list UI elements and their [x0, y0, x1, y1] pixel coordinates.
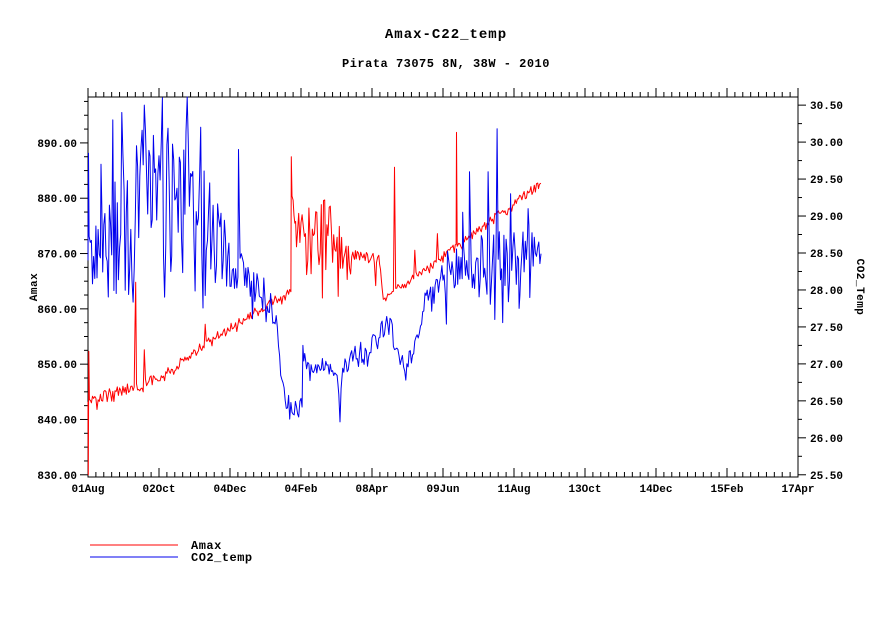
right-tick-label: 30.50 [810, 101, 843, 113]
right-tick-label: 26.50 [810, 397, 843, 409]
right-tick-label: 25.50 [810, 471, 843, 483]
x-tick-label: 01Aug [71, 484, 104, 496]
left-tick-label: 860.00 [37, 305, 77, 317]
x-tick-label: 11Aug [497, 484, 530, 496]
right-tick-label: 29.50 [810, 175, 843, 187]
x-tick-label: 08Apr [355, 484, 388, 496]
chart-subtitle: Pirata 73075 8N, 38W - 2010 [342, 57, 550, 71]
left-tick-label: 850.00 [37, 360, 77, 372]
right-tick-label: 29.00 [810, 212, 843, 224]
left-tick-label: 840.00 [37, 415, 77, 427]
x-tick-label: 02Oct [142, 484, 175, 496]
right-tick-label: 28.00 [810, 286, 843, 298]
co2_temp-series-line [87, 96, 542, 423]
right-tick-label: 30.00 [810, 138, 843, 150]
chart-title: Amax-C22_temp [385, 27, 507, 43]
axes: 01Aug 02Oct 04Dec 04Feb 08Apr 09Jun 11Aug 13Oct… [37, 88, 843, 496]
left-axis-title: Amax [29, 273, 41, 301]
right-axis-title: CO2_Temp [853, 259, 865, 316]
right-tick-label: 27.50 [810, 323, 843, 335]
legend: Amax CO2_temp [90, 539, 253, 565]
x-tick-label: 04Feb [284, 484, 317, 496]
legend-label-co2-temp: CO2_temp [191, 551, 253, 565]
x-tick-label: 17Apr [781, 484, 814, 496]
left-tick-label: 890.00 [37, 139, 77, 151]
x-tick-label: 04Dec [213, 484, 246, 496]
left-tick-label: 870.00 [37, 250, 77, 262]
legend-label-amax: Amax [191, 539, 222, 553]
x-tick-label: 14Dec [639, 484, 672, 496]
right-tick-label: 26.00 [810, 434, 843, 446]
amax-series-line [87, 131, 542, 476]
x-tick-label: 15Feb [710, 484, 743, 496]
left-tick-label: 880.00 [37, 194, 77, 206]
x-tick-label: 13Oct [568, 484, 601, 496]
x-tick-label: 09Jun [426, 484, 459, 496]
right-tick-label: 27.00 [810, 360, 843, 372]
plot-frame [87, 96, 799, 478]
data-series [87, 96, 542, 476]
left-tick-label: 830.00 [37, 471, 77, 483]
right-tick-label: 28.50 [810, 249, 843, 261]
